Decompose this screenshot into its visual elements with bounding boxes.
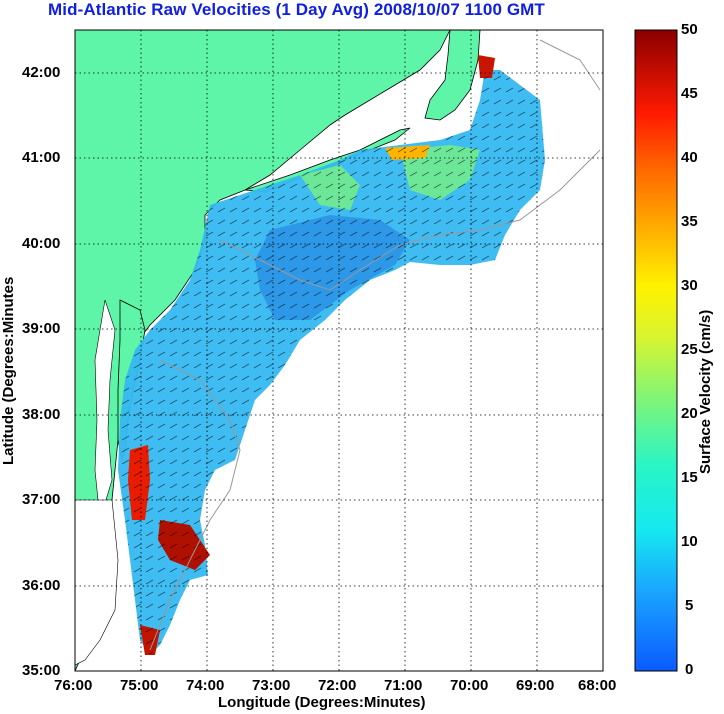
y-tick-label: 40:00 [22,235,61,252]
colorbar-tick-label: 0 [685,661,694,678]
bathymetry-contour [219,149,601,291]
x-tick-label: 75:00 [120,677,159,694]
x-axis-label: Longitude (Degrees:Minutes) [218,694,426,711]
colorbar-tick-label: 25 [681,341,698,358]
x-tick-label: 76:00 [54,677,93,694]
colorbar-tick-label: 5 [685,597,694,614]
velocity-arrows [118,70,545,655]
colorbar-tick-label: 10 [681,533,698,550]
x-tick-label: 71:00 [384,677,423,694]
y-tick-label: 37:00 [22,491,61,508]
y-axis-label: Latitude (Degrees:Minutes [0,276,17,465]
x-tick-label: 68:00 [578,677,617,694]
x-tick-label: 72:00 [318,677,357,694]
colorbar-tick-label: 30 [681,277,698,294]
outer-banks [75,499,119,666]
colorbar-tick-label: 20 [681,405,698,422]
x-tick-label: 70:00 [450,677,489,694]
map-title: Mid-Atlantic Raw Velocities (1 Day Avg) … [48,0,545,19]
plot-frame [74,29,604,672]
cape-cod [424,30,481,121]
colorbar-label: Surface Velocity (cm/s) [697,309,714,474]
y-tick-label: 39:00 [22,320,61,337]
colorbar-tick-label: 50 [681,21,698,38]
map-grid [75,30,603,671]
y-tick-label: 41:00 [22,149,61,166]
y-tick-label: 38:00 [22,406,61,423]
y-tick-label: 35:00 [22,662,61,679]
colorbar-tick-label: 15 [681,469,698,486]
colorbar-tick-label: 35 [681,213,698,230]
colorbar [634,29,678,672]
x-tick-label: 74:00 [186,677,225,694]
y-tick-label: 42:00 [22,64,61,81]
bathymetry-contour [149,359,241,651]
bathymetry-contour [539,39,601,91]
colorbar-tick-label: 40 [681,149,698,166]
colorbar-tick-label: 45 [681,85,698,102]
x-tick-label: 69:00 [516,677,555,694]
x-tick-label: 73:00 [252,677,291,694]
y-tick-label: 36:00 [22,577,61,594]
